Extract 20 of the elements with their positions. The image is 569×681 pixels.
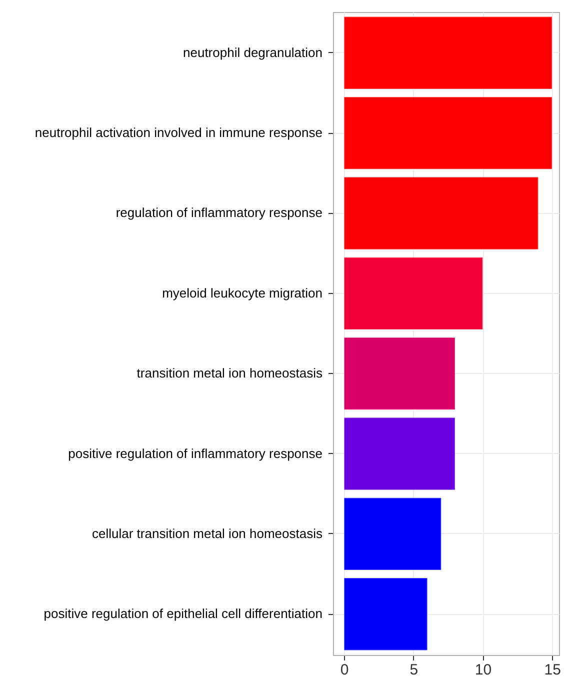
- y-tick-label: regulation of inflammatory response: [116, 205, 322, 220]
- bar: [344, 578, 428, 651]
- x-tick-label: 0: [340, 662, 349, 678]
- x-tick-label: 15: [544, 662, 561, 678]
- bar: [344, 256, 484, 330]
- bar: [344, 417, 456, 490]
- y-tick-label: transition metal ion homeostasis: [136, 366, 323, 381]
- bar: [344, 16, 553, 90]
- y-tick-label: positive regulation of inflammatory response: [68, 446, 322, 461]
- y-tick-label: cellular transition metal ion homeostasis: [92, 526, 323, 541]
- x-tick-label: 10: [474, 662, 492, 678]
- bar: [344, 497, 442, 571]
- x-tick-label: 5: [410, 662, 418, 678]
- y-tick-label: myeloid leukocyte migration: [162, 285, 322, 300]
- y-tick-label: neutrophil activation involved in immune response: [34, 125, 322, 140]
- bar: [344, 337, 456, 410]
- bar: [344, 96, 553, 170]
- bar: [344, 176, 539, 250]
- y-tick-label: positive regulation of epithelial cell differentiation: [44, 606, 322, 622]
- y-tick-label: neutrophil degranulation: [183, 44, 322, 60]
